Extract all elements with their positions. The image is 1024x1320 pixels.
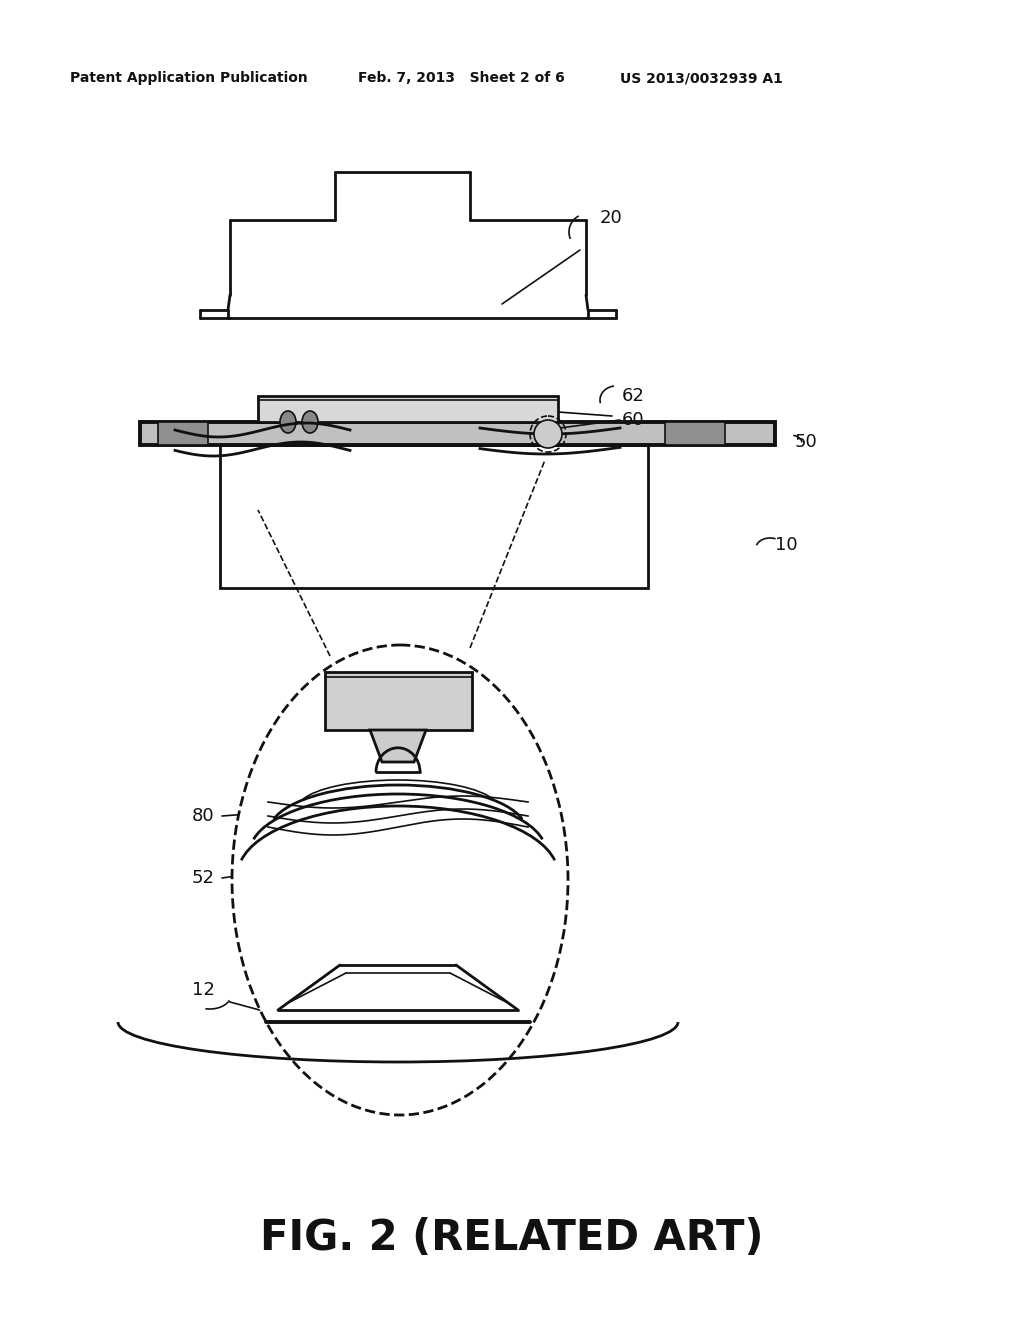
- Bar: [665, 422, 725, 445]
- Text: 60: 60: [622, 411, 645, 429]
- Bar: [140, 422, 775, 445]
- Polygon shape: [370, 730, 426, 762]
- Text: 62: 62: [622, 387, 645, 405]
- Ellipse shape: [232, 645, 568, 1115]
- Text: 20: 20: [600, 209, 623, 227]
- Ellipse shape: [280, 411, 296, 433]
- Text: 10: 10: [775, 536, 798, 554]
- Bar: [158, 422, 208, 445]
- Text: FIG. 2 (RELATED ART): FIG. 2 (RELATED ART): [260, 1217, 764, 1259]
- Text: Feb. 7, 2013   Sheet 2 of 6: Feb. 7, 2013 Sheet 2 of 6: [358, 71, 565, 84]
- Text: Patent Application Publication: Patent Application Publication: [70, 71, 308, 84]
- Ellipse shape: [534, 420, 562, 447]
- Bar: [258, 396, 558, 422]
- Text: 80: 80: [193, 807, 215, 825]
- Bar: [220, 445, 648, 587]
- Text: 12: 12: [193, 981, 215, 999]
- Ellipse shape: [302, 411, 318, 433]
- Bar: [325, 672, 472, 730]
- Text: US 2013/0032939 A1: US 2013/0032939 A1: [620, 71, 783, 84]
- Text: 50: 50: [795, 433, 818, 451]
- Text: 52: 52: [193, 869, 215, 887]
